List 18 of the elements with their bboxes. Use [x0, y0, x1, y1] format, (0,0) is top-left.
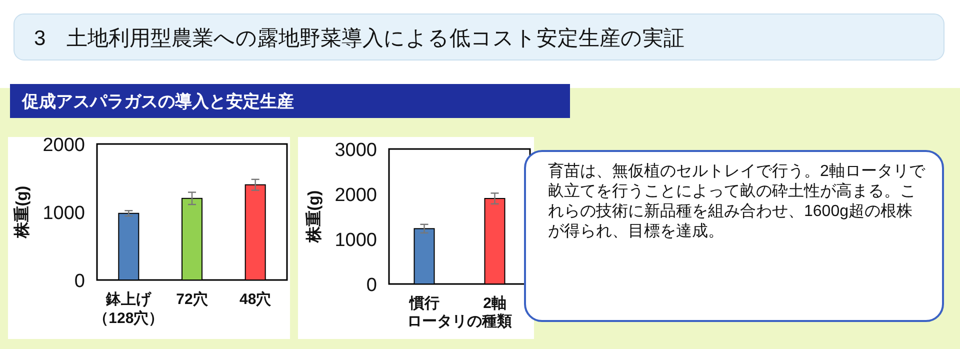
x-axis-title: ロータリの種類: [407, 313, 512, 330]
y-tick-label: 2000: [42, 135, 85, 156]
x-tick-label: 72穴: [176, 290, 209, 308]
y-tick-label: 2000: [334, 185, 377, 206]
text: 3 土地利用型農業への露地野菜導入による低コスト安定生産の実証: [34, 27, 685, 50]
y-tick-label: 1000: [42, 203, 85, 224]
y-tick-label: 0: [366, 275, 377, 296]
x-tick-label: 48穴: [239, 290, 272, 308]
x-tick-label: 2軸: [483, 295, 506, 312]
y-axis-title: 株重(g): [305, 190, 323, 244]
x-tick-label: 慣行: [408, 295, 440, 312]
text: 育苗は、無仮植のセルトレイで行う。2軸ロータリで畝立てを行うことによって畝の砕土性が高まる。これらの技術に新品種を組み合わせ、1600g超の根株が得られ、目標を達成。: [524, 150, 944, 322]
chart-subtitle: 促成アスパラガスの導入と安定生産: [21, 92, 294, 111]
y-tick-label: 3000: [334, 140, 377, 161]
y-axis-title: 株重(g): [13, 186, 31, 240]
y-tick-label: 0: [74, 271, 85, 292]
x-tick-label: 鉢上げ（128穴）: [94, 291, 164, 327]
y-tick-label: 1000: [334, 230, 377, 251]
